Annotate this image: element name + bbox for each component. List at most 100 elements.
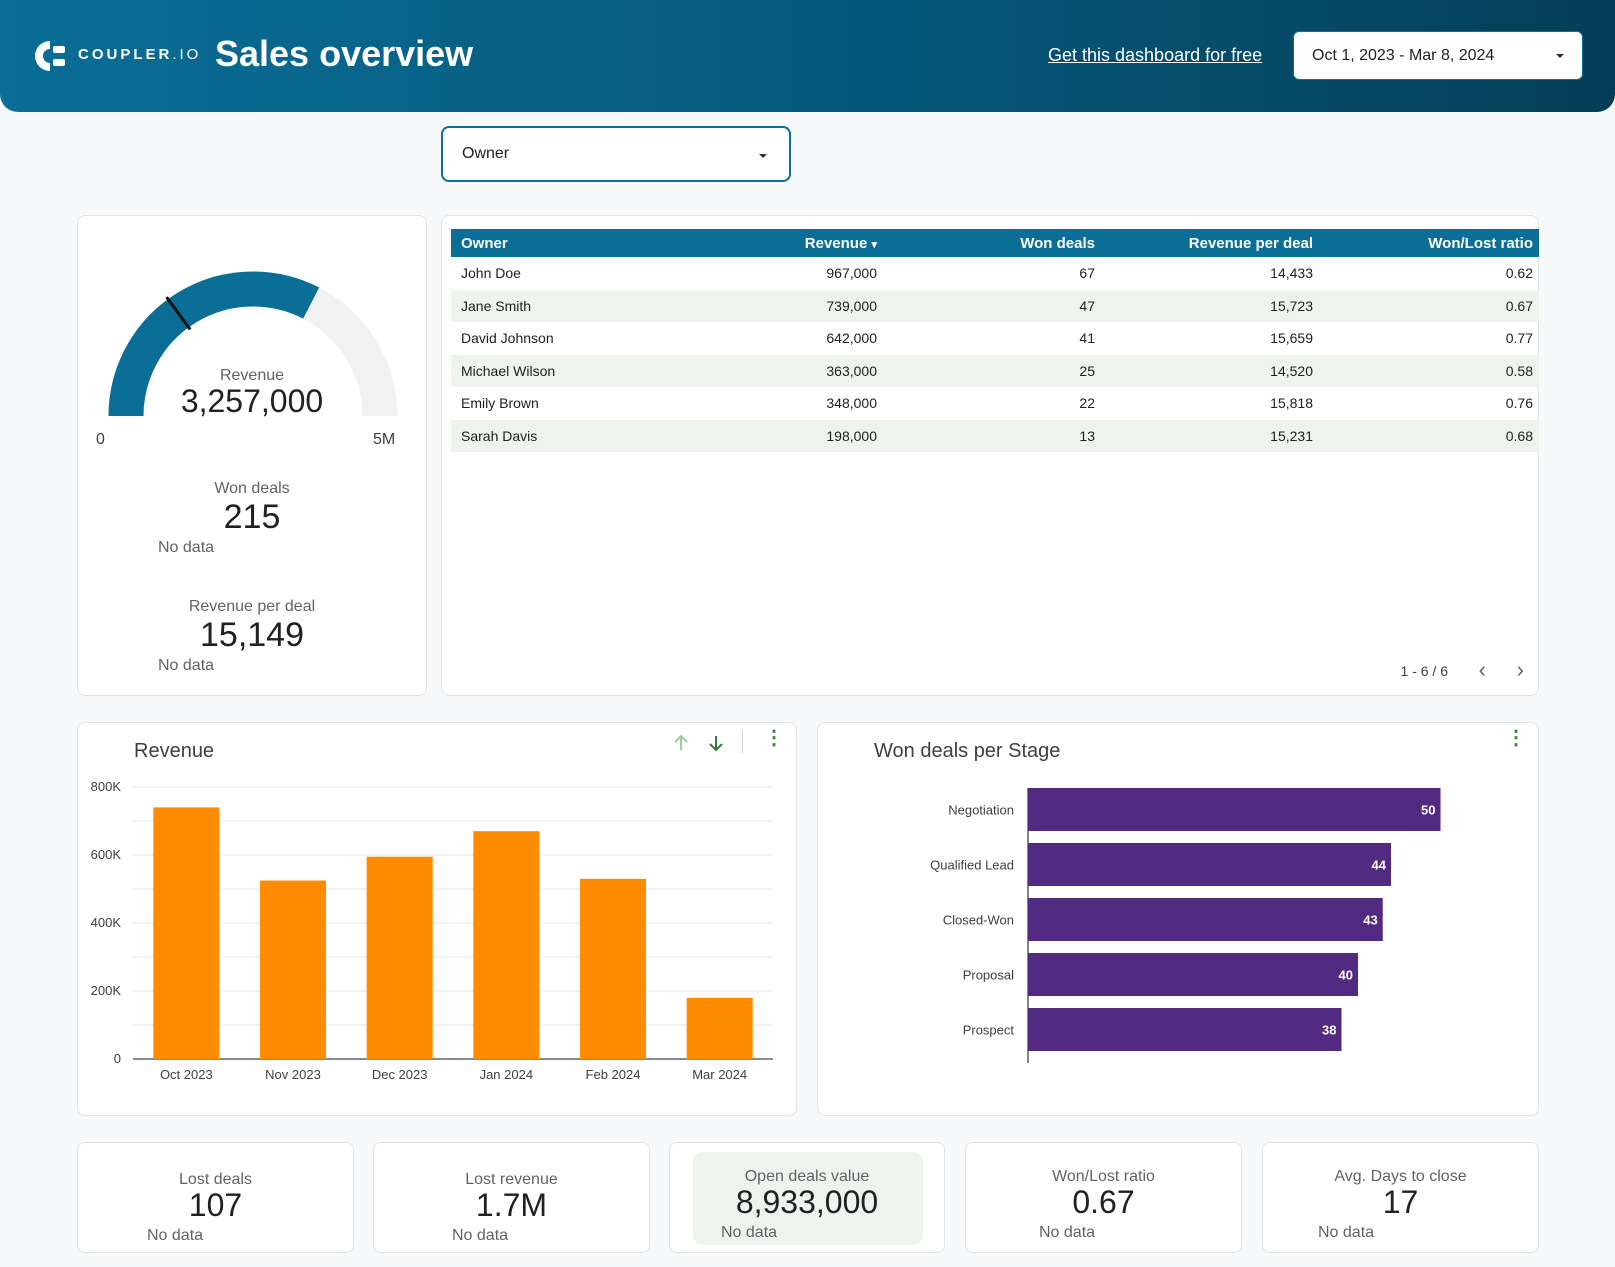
- cell-won-deals: 25: [883, 354, 1101, 387]
- kpi-compare: No data: [1318, 1224, 1375, 1241]
- revenue-per-deal-value: 15,149: [200, 616, 304, 654]
- cell-revenue-per-deal: 15,723: [1101, 289, 1319, 322]
- col-header-revenue-per-deal[interactable]: Revenue per deal: [1101, 229, 1319, 257]
- x-tick-label: Feb 2024: [586, 1067, 641, 1082]
- table-row[interactable]: Emily Brown 348,000 22 15,818 0.76: [451, 387, 1539, 420]
- logo-text: COUPLER.IO: [78, 46, 202, 63]
- kpi-label: Lost revenue: [465, 1171, 558, 1188]
- cell-revenue-per-deal: 15,659: [1270, 330, 1313, 347]
- y-tick-label: 200K: [91, 983, 122, 998]
- cell-owner: Michael Wilson: [451, 354, 661, 387]
- next-page-icon[interactable]: ›: [1516, 657, 1524, 682]
- col-header-owner[interactable]: Owner: [451, 229, 661, 257]
- sort-descending-icon[interactable]: [706, 733, 726, 753]
- stage-label: Prospect: [963, 1023, 1015, 1038]
- kpi-card-open-deals-value: Open deals value 8,933,000 No data: [669, 1142, 945, 1253]
- cell-owner: Jane Smith: [451, 289, 661, 322]
- more-options-icon[interactable]: ⋮: [1506, 727, 1526, 749]
- chevron-down-icon: [1556, 54, 1564, 58]
- sort-ascending-icon[interactable]: [671, 733, 691, 753]
- kpi-value: 8,933,000: [735, 1184, 879, 1220]
- kpi-card-won-lost-ratio: Won/Lost ratio 0.67 No data: [965, 1142, 1242, 1253]
- col-header-revenue[interactable]: Revenue ▾: [661, 229, 883, 257]
- cell-revenue: 739,000: [661, 289, 883, 322]
- gauge-max-label: 5M: [373, 431, 396, 448]
- cell-revenue-per-deal: 15,231: [1101, 419, 1319, 452]
- revenue-bar[interactable]: [366, 856, 433, 1059]
- cell-won-lost-ratio: 0.67: [1319, 289, 1539, 322]
- cell-won-lost-ratio: 0.77: [1505, 330, 1533, 347]
- revenue-bar[interactable]: [686, 997, 753, 1059]
- col-header-won-deals[interactable]: Won deals: [883, 229, 1101, 257]
- prev-page-icon[interactable]: ‹: [1478, 657, 1486, 682]
- stage-label: Proposal: [963, 968, 1014, 983]
- stage-bar[interactable]: [1028, 953, 1358, 996]
- cell-revenue: 967,000: [826, 265, 877, 282]
- table-row[interactable]: Michael Wilson 363,000 25 14,520 0.58: [451, 354, 1539, 387]
- revenue-bar-chart: 0 200K 400K 600K 800K Oct 2023 Nov 2023 Dec 202…: [91, 779, 773, 1082]
- kpi-compare: No data: [452, 1227, 509, 1244]
- won-deals-compare: No data: [158, 539, 215, 556]
- cell-owner: John Doe: [461, 265, 521, 282]
- cell-won-deals: 41: [1079, 330, 1095, 347]
- table-row[interactable]: Jane Smith 739,000 47 15,723 0.67: [451, 289, 1539, 322]
- stage-value-label: 38: [1322, 1023, 1336, 1038]
- stage-bar[interactable]: [1028, 788, 1441, 831]
- gauge-fill: [108, 271, 320, 417]
- cell-revenue-per-deal: 14,520: [1101, 354, 1319, 387]
- revenue-bar[interactable]: [153, 807, 220, 1059]
- kpi-value: 0.67: [1072, 1184, 1135, 1220]
- cell-revenue: 198,000: [661, 419, 883, 452]
- kpi-value: 17: [1382, 1184, 1419, 1220]
- table-row[interactable]: Sarah Davis 198,000 13 15,231 0.68: [451, 419, 1539, 452]
- stage-label: Closed-Won: [943, 913, 1014, 928]
- revenue-chart-title: Revenue: [134, 740, 215, 762]
- table-row[interactable]: David Johnson 642,000 41 15,659 0.77: [451, 322, 1539, 355]
- revenue-chart-panel: Revenue ⋮ 0 200K 400K 600K 800K Oct 2023 Nov 2…: [77, 722, 797, 1116]
- gauge-target-marker: [165, 296, 192, 331]
- chevron-down-icon: [759, 154, 767, 158]
- cell-won-lost-ratio: 0.62: [1505, 265, 1533, 282]
- date-range-value: Oct 1, 2023 - Mar 8, 2024: [1312, 47, 1495, 64]
- cell-won-deals: 47: [883, 289, 1101, 322]
- stage-value-label: 43: [1363, 913, 1377, 928]
- coupler-logo-icon: [35, 41, 65, 71]
- revenue-bar[interactable]: [580, 878, 646, 1059]
- cell-owner: Sarah Davis: [451, 419, 661, 452]
- x-tick-label: Nov 2023: [265, 1067, 321, 1082]
- header-bar: COUPLER.IO Sales overview Get this dashb…: [0, 0, 1615, 112]
- col-header-won-lost-ratio[interactable]: Won/Lost ratio: [1319, 229, 1539, 257]
- stage-bar[interactable]: [1028, 898, 1383, 941]
- won-deals-label: Won deals: [214, 480, 290, 497]
- cell-won-deals: 67: [1079, 265, 1095, 282]
- stage-bar[interactable]: [1028, 843, 1391, 886]
- date-range-picker[interactable]: Oct 1, 2023 - Mar 8, 2024: [1293, 31, 1583, 80]
- gauge-value: 3,257,000: [180, 383, 324, 419]
- y-tick-label: 800K: [91, 779, 122, 794]
- revenue-bar[interactable]: [473, 831, 540, 1059]
- page-title: Sales overview: [215, 33, 474, 74]
- toolbar-divider: [742, 731, 743, 753]
- cell-owner: David Johnson: [461, 330, 554, 347]
- kpi-card-lost-revenue: Lost revenue 1.7M No data: [373, 1142, 650, 1253]
- kpi-card-avg-days-to-close: Avg. Days to close 17 No data: [1262, 1142, 1539, 1253]
- get-dashboard-link[interactable]: Get this dashboard for free: [1048, 45, 1263, 65]
- cell-revenue-per-deal: 15,818: [1270, 395, 1313, 412]
- cell-revenue-per-deal: 14,433: [1270, 265, 1313, 282]
- revenue-bar[interactable]: [260, 880, 326, 1060]
- stage-bar[interactable]: [1028, 1008, 1342, 1051]
- cell-revenue: 642,000: [826, 330, 877, 347]
- kpi-compare: No data: [1039, 1224, 1096, 1241]
- stage-chart-panel: Won deals per Stage ⋮ Negotiation 50 Quali…: [817, 722, 1539, 1116]
- more-options-icon[interactable]: ⋮: [764, 727, 784, 749]
- pagination-label: 1 - 6 / 6: [1400, 663, 1448, 679]
- kpi-label: Won/Lost ratio: [1052, 1168, 1155, 1185]
- cell-won-deals: 22: [1079, 395, 1095, 412]
- table-row[interactable]: John Doe 967,000 67 14,433 0.62: [451, 257, 1539, 290]
- x-tick-label: Oct 2023: [160, 1067, 213, 1082]
- cell-won-lost-ratio: 0.58: [1319, 354, 1539, 387]
- owner-filter-dropdown[interactable]: Owner: [441, 126, 791, 182]
- kpi-highlight: [693, 1152, 923, 1245]
- kpi-label: Avg. Days to close: [1334, 1168, 1467, 1185]
- gauge-min-label: 0: [96, 431, 105, 448]
